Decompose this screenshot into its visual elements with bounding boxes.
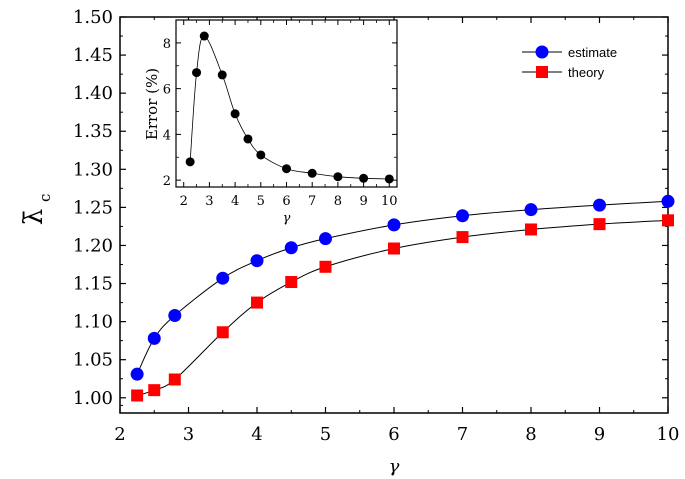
x-tick-label: 5 [320, 424, 331, 445]
inset-x-axis-label: γ [283, 211, 291, 226]
inset-data-point [359, 173, 369, 183]
legend-marker-estimate [535, 45, 549, 59]
y-tick-label: 1.10 [73, 312, 113, 333]
y-tick-label: 1.35 [73, 121, 113, 142]
inset-x-tick-label: 10 [381, 194, 398, 209]
data-point-theory [285, 276, 298, 289]
y-tick-label: 1.05 [73, 350, 113, 371]
x-tick-label: 3 [183, 424, 194, 445]
data-point-estimate [147, 331, 161, 345]
x-tick-label: 10 [657, 424, 680, 445]
inset-y-tick-label: 4 [163, 128, 171, 143]
data-point-theory [131, 389, 144, 402]
inset-data-point [230, 109, 240, 119]
inset-x-tick-label: 4 [231, 194, 239, 209]
inset-data-point [256, 150, 266, 160]
inset-plot: 2 3 4 5 6 7 8 9 10 2 4 6 8 γ Error (%) [143, 19, 398, 226]
data-point-theory [168, 373, 181, 386]
data-point-estimate [524, 203, 538, 217]
x-tick-label: 9 [594, 424, 605, 445]
inset-data-point [217, 70, 227, 80]
data-point-theory [251, 296, 263, 309]
inset-data-point [384, 174, 394, 184]
inset-y-tick-label: 8 [163, 37, 171, 52]
inset-data-point [185, 157, 195, 167]
data-point-theory [319, 260, 332, 273]
legend: estimate theory [522, 45, 617, 80]
data-point-theory [456, 231, 469, 244]
y-tick-label: 1.20 [73, 235, 113, 256]
x-tick-label: 4 [251, 424, 262, 445]
main-plot: 2 3 4 5 6 7 8 9 10 1.00 1.05 1.10 1.15 1.20 1.25 1.30 1.… [19, 7, 679, 477]
inset-x-tick-label: 2 [180, 194, 188, 209]
x-tick-label: 8 [525, 424, 536, 445]
data-point-estimate [284, 241, 298, 255]
data-point-theory [593, 218, 606, 231]
data-point-theory [148, 384, 161, 397]
data-point-estimate [130, 367, 144, 381]
inset-x-tick-label: 3 [205, 194, 213, 209]
inset-y-axis-label: Error (%) [143, 68, 161, 140]
y-axis-label-main: λ̄ [19, 209, 49, 225]
y-tick-label: 1.25 [73, 197, 113, 218]
inset-x-tick-label: 6 [282, 194, 290, 209]
legend-label-theory: theory [568, 65, 605, 80]
y-tick-label: 1.50 [73, 7, 113, 28]
y-tick-label: 1.30 [73, 159, 113, 180]
data-point-estimate [216, 271, 230, 285]
series-line-theory [136, 219, 669, 396]
inset-x-tick-label: 5 [257, 194, 265, 209]
data-point-estimate [387, 218, 401, 232]
inset-x-tick-label: 8 [334, 194, 342, 209]
x-tick-label: 7 [457, 424, 468, 445]
data-point-theory [525, 223, 537, 236]
y-tick-label: 1.15 [73, 274, 113, 295]
inset-x-tick-label: 7 [308, 194, 316, 209]
x-tick-label: 2 [114, 424, 125, 445]
inset-y-tick-label: 6 [163, 83, 171, 98]
inset-data-point [243, 134, 253, 144]
y-axis-label: λ̄ c [19, 194, 54, 226]
x-tick-label: 6 [388, 424, 399, 445]
data-point-estimate [593, 198, 606, 212]
inset-data-point [282, 164, 291, 174]
data-point-estimate [168, 309, 182, 323]
legend-label-estimate: estimate [568, 45, 617, 60]
y-tick-label: 1.45 [73, 45, 113, 66]
x-axis-label: γ [389, 456, 400, 477]
legend-marker-theory [536, 66, 548, 78]
data-point-estimate [456, 209, 469, 223]
data-point-estimate [250, 254, 264, 268]
inset-y-tick-label: 2 [163, 174, 171, 189]
series-line-estimate [136, 200, 669, 375]
data-point-estimate [661, 194, 675, 208]
inset-data-point [199, 31, 209, 41]
y-tick-label: 1.40 [73, 83, 113, 104]
inset-frame [175, 19, 398, 188]
inset-data-point [307, 168, 317, 178]
inset-x-tick-label: 9 [359, 194, 367, 209]
data-point-theory [216, 326, 229, 339]
data-point-estimate [319, 232, 332, 246]
y-tick-label: 1.00 [73, 388, 113, 409]
inset-data-point [192, 68, 202, 78]
data-point-theory [662, 214, 674, 227]
data-point-theory [388, 242, 400, 255]
inset-data-point [333, 172, 343, 182]
y-axis-label-subscript: c [36, 194, 54, 202]
